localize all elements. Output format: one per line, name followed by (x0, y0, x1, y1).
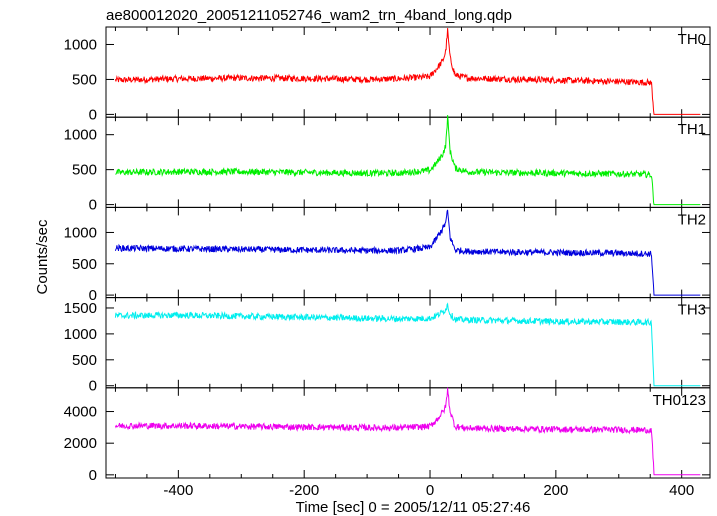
series-line (114, 302, 701, 387)
x-tick-label: 200 (543, 482, 568, 499)
series-label: TH0 (678, 31, 706, 48)
y-tick-label: 1000 (64, 127, 97, 144)
y-tick-label: 0 (89, 378, 97, 395)
y-tick-label: 500 (72, 71, 97, 88)
y-axis-label: Counts/sec (34, 219, 51, 295)
series-label: TH2 (678, 211, 706, 228)
x-axis-label: Time [sec] 0 = 2005/12/11 05:27:46 (296, 499, 531, 516)
y-tick-label: 0 (89, 106, 97, 123)
y-tick-label: 500 (72, 162, 97, 179)
x-tick-label: -400 (163, 482, 193, 499)
y-tick-label: 2000 (64, 435, 97, 452)
y-tick-label: 1000 (64, 36, 97, 53)
series-line (115, 115, 701, 206)
panel-frame (105, 387, 711, 479)
y-tick-label: 0 (89, 287, 97, 304)
series-line (114, 209, 701, 296)
x-tick-label: -200 (289, 482, 319, 499)
y-tick-label: 1500 (64, 300, 97, 317)
chart-panels: 0 500 1000 TH0 0 500 1000 TH1 0 500 1000 TH2 0 500 100… (64, 26, 711, 499)
series-label: TH3 (678, 302, 706, 319)
y-tick-label: 1000 (64, 224, 97, 241)
chart-title: ae800012020_20051211052746_wam2_trn_4ban… (106, 7, 512, 24)
y-tick-label: 0 (89, 197, 97, 214)
panel-frame (105, 26, 711, 118)
y-tick-label: 0 (89, 467, 97, 484)
y-tick-label: 500 (72, 256, 97, 273)
panel-frame (105, 297, 711, 389)
x-tick-label: 400 (669, 482, 694, 499)
series-label: TH0123 (653, 392, 706, 409)
y-tick-label: 4000 (64, 404, 97, 421)
y-tick-label: 1000 (64, 326, 97, 343)
series-label: TH1 (678, 121, 706, 138)
series-line (114, 387, 701, 476)
series-line (114, 28, 701, 115)
y-tick-label: 500 (72, 352, 97, 369)
panel-frame (105, 116, 711, 208)
x-tick-label: 0 (426, 482, 434, 499)
